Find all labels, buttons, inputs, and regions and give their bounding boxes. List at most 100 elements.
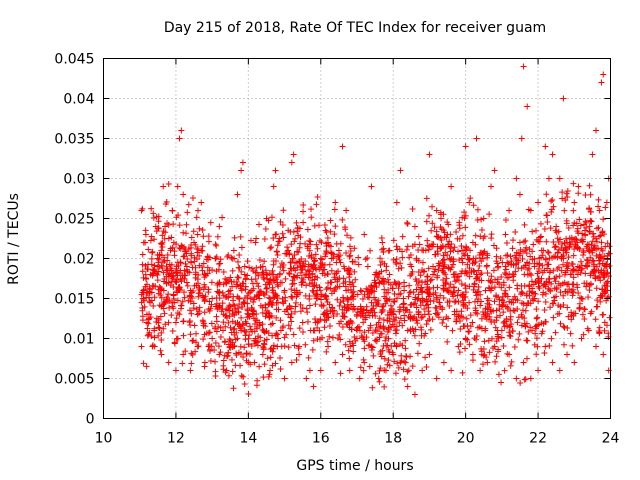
data-point <box>593 343 600 350</box>
data-point <box>174 259 181 266</box>
data-point <box>570 252 577 259</box>
data-point <box>150 210 157 217</box>
data-point <box>148 333 155 340</box>
data-point <box>561 324 568 331</box>
data-point <box>474 206 481 213</box>
data-point <box>261 258 268 265</box>
data-point <box>288 293 295 300</box>
data-point <box>569 342 576 349</box>
data-point <box>215 289 222 296</box>
data-point <box>426 311 433 318</box>
data-point <box>412 300 419 307</box>
data-point <box>274 242 281 249</box>
data-point <box>469 357 476 364</box>
data-point <box>462 224 469 231</box>
data-point <box>237 343 244 350</box>
data-point <box>142 231 149 238</box>
data-point <box>366 312 373 319</box>
data-point <box>543 191 550 198</box>
data-point <box>272 360 279 367</box>
data-point <box>306 302 313 309</box>
data-point <box>354 324 361 331</box>
data-point <box>228 356 235 363</box>
data-point <box>430 298 437 305</box>
data-point <box>198 199 205 206</box>
data-point <box>232 320 239 327</box>
data-point <box>298 281 305 288</box>
data-point <box>347 318 354 325</box>
data-point <box>554 254 561 261</box>
data-point <box>513 175 520 182</box>
data-point <box>288 241 295 248</box>
data-point <box>434 296 441 303</box>
data-point <box>589 238 596 245</box>
data-point <box>546 287 553 293</box>
data-point <box>402 337 409 344</box>
data-point <box>471 268 478 275</box>
data-point <box>446 284 453 291</box>
data-point <box>327 285 334 292</box>
data-point <box>400 301 407 308</box>
data-point <box>455 298 462 305</box>
data-point <box>288 310 295 317</box>
data-point <box>215 343 222 350</box>
data-point <box>549 300 556 307</box>
data-point <box>381 383 388 390</box>
data-point <box>164 220 171 227</box>
data-point <box>230 326 237 333</box>
data-point <box>596 233 603 240</box>
data-point <box>190 337 197 344</box>
data-point <box>247 295 254 302</box>
data-point <box>253 382 260 389</box>
data-point <box>250 285 257 292</box>
data-point <box>481 248 488 255</box>
data-point <box>273 248 280 255</box>
data-point <box>261 276 268 283</box>
data-point <box>556 175 563 182</box>
data-point <box>305 354 312 361</box>
data-point <box>453 308 460 315</box>
data-point <box>571 199 578 206</box>
axis-ticks <box>103 58 611 419</box>
data-point <box>172 319 179 326</box>
data-point <box>329 334 336 341</box>
data-point <box>372 370 379 377</box>
data-point <box>548 280 555 287</box>
data-point <box>299 319 306 326</box>
data-point <box>180 351 187 358</box>
data-point <box>266 280 273 287</box>
data-point <box>505 274 512 281</box>
data-point <box>544 219 551 226</box>
data-point <box>369 329 376 336</box>
data-point <box>163 199 170 206</box>
data-point <box>475 283 482 290</box>
data-point <box>593 127 600 134</box>
data-point <box>470 286 477 293</box>
data-point <box>450 284 457 291</box>
data-point <box>381 293 388 300</box>
data-point <box>560 292 567 299</box>
data-point <box>173 315 180 322</box>
data-point <box>248 343 255 350</box>
data-point <box>188 360 195 367</box>
data-point <box>596 261 603 268</box>
data-point <box>573 220 580 227</box>
data-point <box>582 218 589 225</box>
data-point <box>570 266 577 273</box>
data-point <box>212 340 219 347</box>
data-point <box>249 280 256 287</box>
data-point <box>599 311 606 318</box>
data-point <box>174 297 181 304</box>
data-point <box>578 335 585 342</box>
data-point <box>376 315 383 322</box>
data-point <box>267 354 274 361</box>
data-point <box>460 251 467 258</box>
data-point <box>323 310 330 317</box>
data-point <box>303 375 310 382</box>
data-point <box>291 342 298 349</box>
data-point <box>310 255 317 262</box>
data-point <box>206 342 213 349</box>
data-point <box>176 222 183 229</box>
data-point <box>497 312 504 319</box>
data-point <box>189 351 196 358</box>
